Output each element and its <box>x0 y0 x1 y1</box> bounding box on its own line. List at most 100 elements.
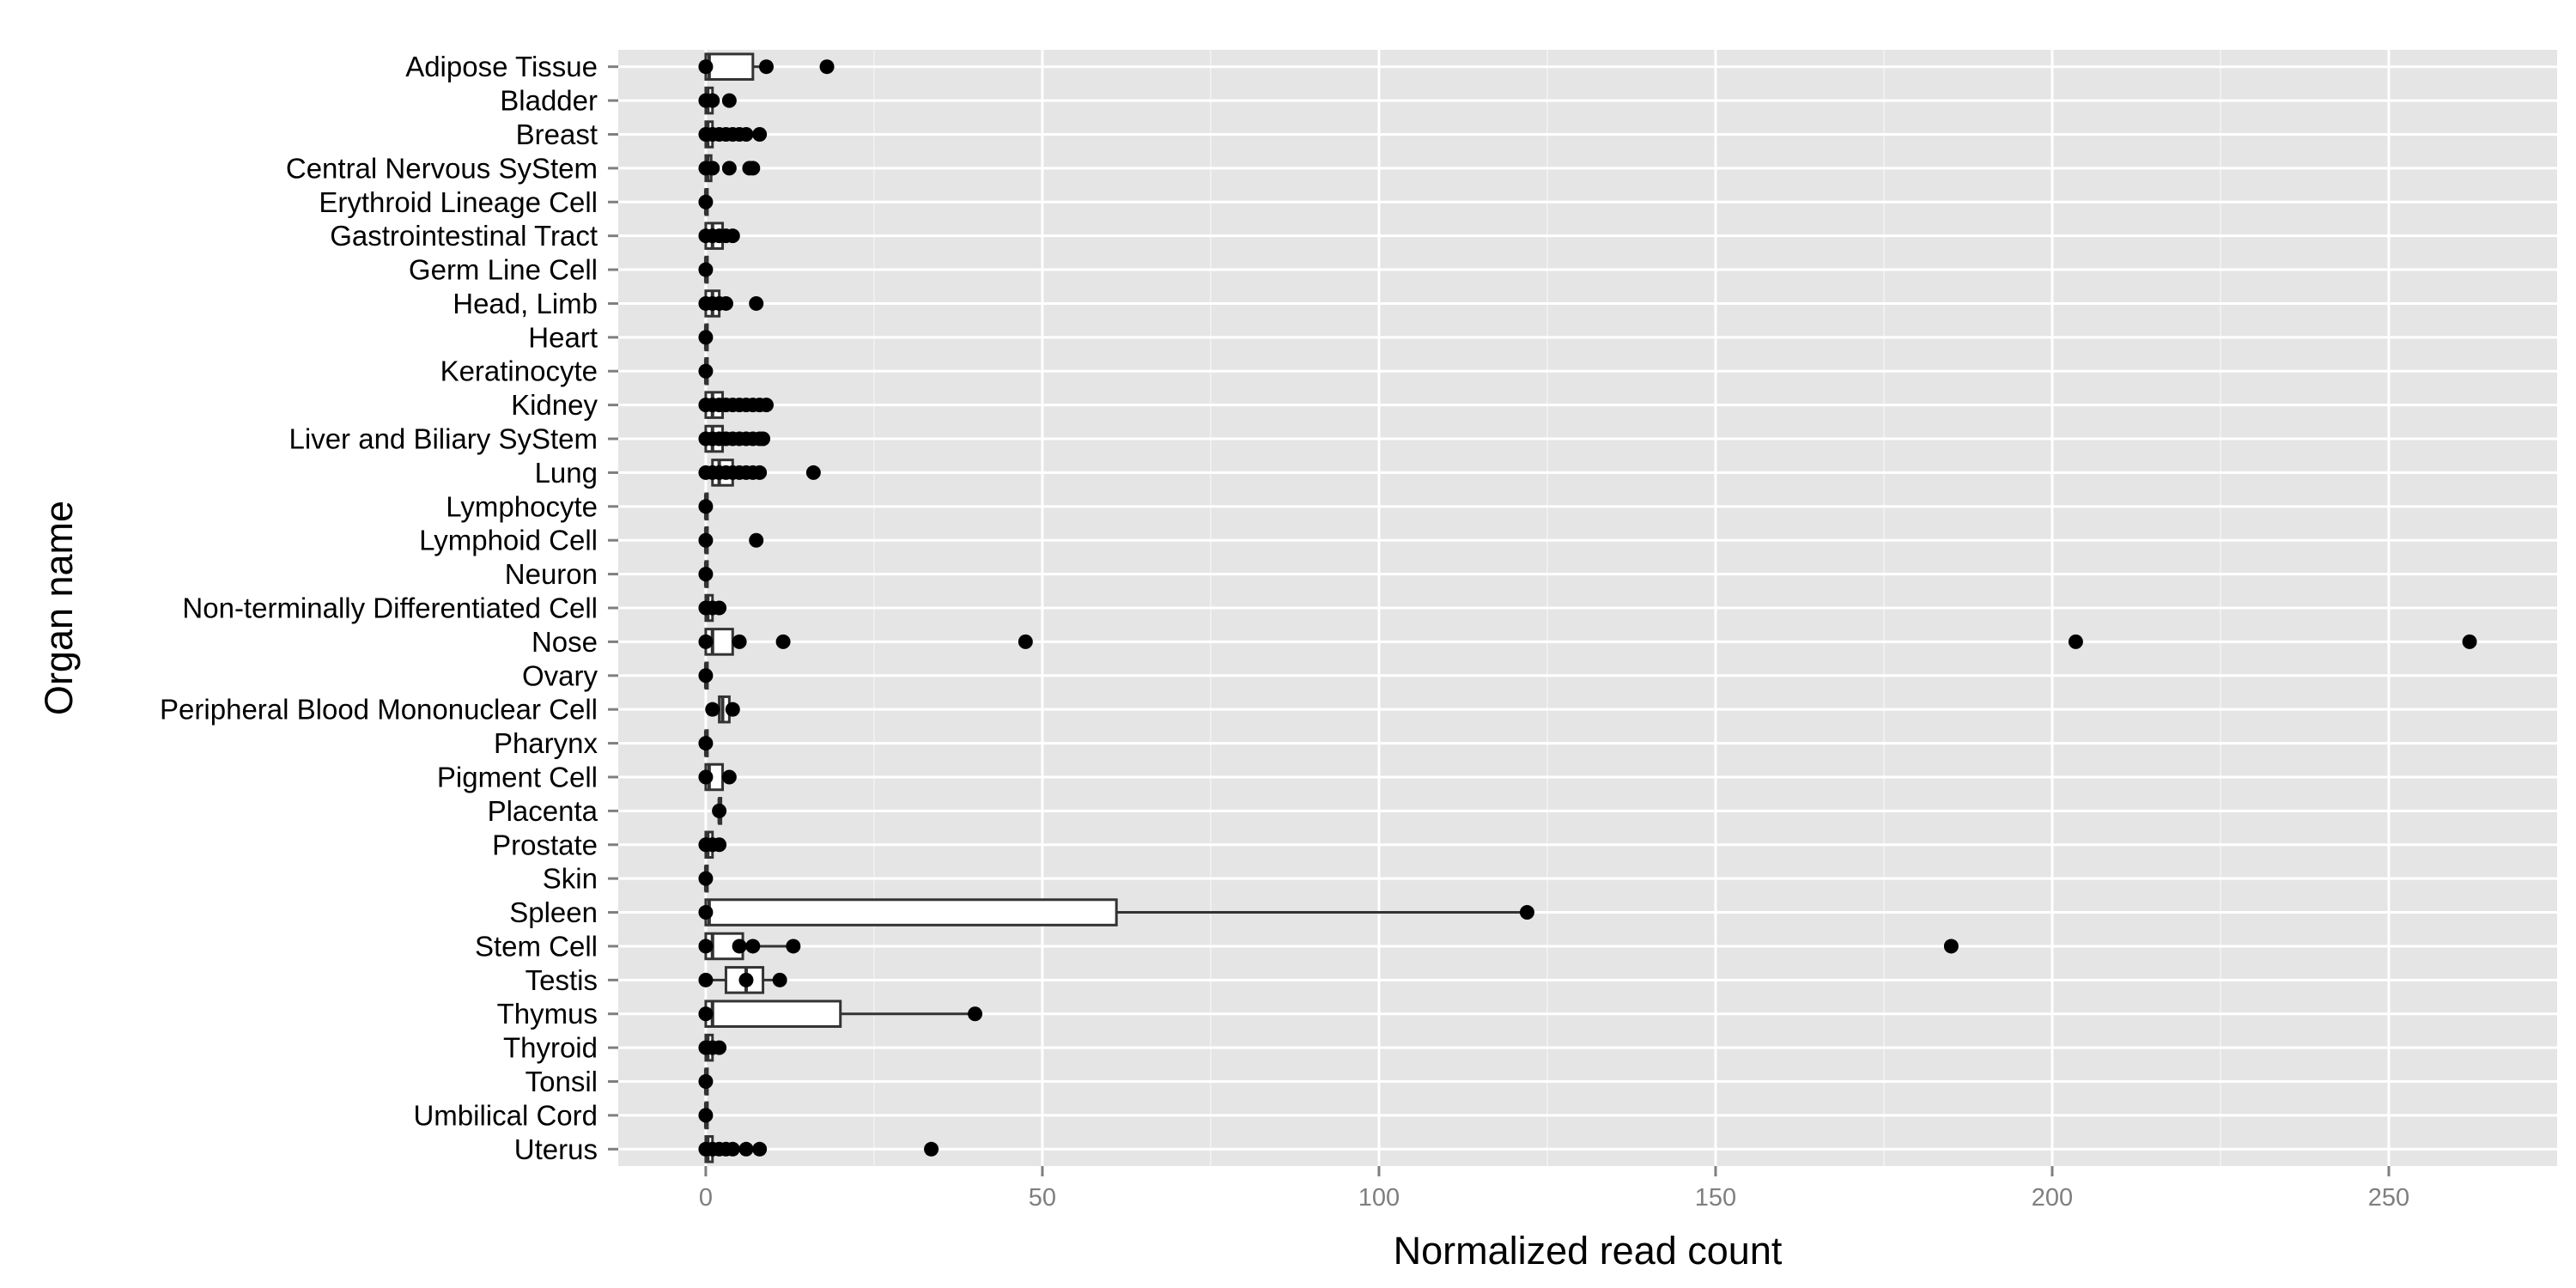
category-box-group <box>698 492 714 521</box>
y-tick-label: Gastrointestinal Tract <box>330 220 598 252</box>
category-box-group <box>698 222 740 250</box>
y-tick-label: Neuron <box>505 558 598 590</box>
data-point <box>758 59 774 75</box>
category-box-group <box>698 729 714 757</box>
y-tick-label: Lymphoid Cell <box>419 525 598 556</box>
data-point <box>775 634 791 649</box>
box <box>704 999 842 1029</box>
data-point <box>705 161 720 176</box>
data-point <box>705 93 720 108</box>
category-box-group <box>698 289 764 318</box>
category-box-group <box>698 356 714 386</box>
x-tick-label: 100 <box>1358 1184 1400 1212</box>
y-tick-label: Liver and Biliary SyStem <box>289 423 598 455</box>
category-box-group <box>698 526 764 555</box>
data-point <box>698 499 714 514</box>
data-point <box>786 939 801 954</box>
x-tick-label: 200 <box>2032 1184 2073 1212</box>
data-point <box>756 431 771 447</box>
category-box-group <box>698 86 737 115</box>
y-tick-label: Thymus <box>497 998 598 1030</box>
data-point <box>725 702 740 717</box>
y-tick-label: Tonsil <box>526 1066 598 1097</box>
data-point <box>1519 905 1534 920</box>
data-point <box>698 939 714 954</box>
data-point <box>698 1006 714 1022</box>
category-box-group <box>698 628 2477 656</box>
data-point <box>698 769 714 785</box>
data-point <box>721 161 737 176</box>
y-tick-label: Peripheral Blood Mononuclear Cell <box>160 694 598 726</box>
y-tick-label: Spleen <box>509 896 598 928</box>
y-tick-label: Bladder <box>500 85 598 117</box>
data-point <box>749 532 764 548</box>
category-box-group <box>698 762 737 792</box>
data-point <box>705 702 720 717</box>
y-tick-label: Uterus <box>514 1133 598 1165</box>
data-point <box>698 972 714 987</box>
y-tick-label: Non-terminally Differentiated Cell <box>182 592 598 624</box>
category-box-group <box>698 120 768 149</box>
data-point <box>725 228 740 244</box>
x-tick-label: 250 <box>2368 1184 2409 1212</box>
data-point <box>698 736 714 751</box>
data-point <box>698 363 714 379</box>
data-point <box>698 668 714 683</box>
data-point <box>738 1141 754 1157</box>
category-box-group <box>698 1135 939 1163</box>
category-box-group <box>698 323 714 352</box>
y-tick-label: Germ Line Cell <box>409 254 598 286</box>
data-point <box>1018 634 1033 649</box>
category-box-group <box>698 966 787 994</box>
data-point <box>712 837 727 853</box>
category-box-group <box>705 695 740 724</box>
data-point <box>772 972 787 987</box>
data-point <box>732 634 747 649</box>
data-point <box>718 295 733 311</box>
category-box-group <box>712 797 727 825</box>
data-point <box>698 905 714 920</box>
category-box-group <box>698 898 1534 927</box>
data-point <box>2462 634 2477 649</box>
major-gridlines <box>618 50 2557 1166</box>
category-box-group <box>698 424 771 453</box>
y-tick-label: Testis <box>526 964 598 996</box>
category-box-group <box>698 830 727 860</box>
data-point <box>698 1108 714 1123</box>
data-point <box>924 1141 939 1157</box>
y-tick-label: Pharynx <box>494 727 598 759</box>
x-tick-label: 150 <box>1695 1184 1736 1212</box>
data-point <box>732 939 747 954</box>
y-tick-label: Thyroid <box>503 1032 598 1064</box>
data-point <box>745 939 761 954</box>
category-box-group <box>698 560 714 588</box>
y-tick-label: Head, Limb <box>453 288 598 319</box>
category-box-group <box>698 932 1959 961</box>
category-box-group <box>698 593 727 623</box>
data-point <box>698 1074 714 1090</box>
data-point <box>819 59 835 75</box>
x-tick-label: 50 <box>1029 1184 1056 1212</box>
data-point <box>712 1040 727 1055</box>
y-tick-label: Breast <box>516 118 598 150</box>
data-point <box>752 1141 768 1157</box>
data-point <box>721 93 737 108</box>
y-tick-label: Lung <box>535 457 598 489</box>
category-box-group <box>698 1033 727 1062</box>
x-axis-title: Normalized read count <box>1394 1229 1783 1273</box>
y-tick-label: Stem Cell <box>475 930 598 962</box>
category-box-group <box>698 391 774 419</box>
category-box-group <box>698 999 983 1029</box>
data-point <box>968 1006 983 1022</box>
y-tick-label: Keratinocyte <box>440 355 598 387</box>
y-tick-label: Skin <box>543 863 598 895</box>
category-box-group <box>698 1101 714 1130</box>
y-tick-label: Ovary <box>522 659 598 691</box>
data-point <box>1943 939 1959 954</box>
y-tick-label: Pigment Cell <box>437 761 598 793</box>
category-box-group <box>698 864 714 893</box>
data-point <box>698 634 714 649</box>
data-point <box>698 262 714 277</box>
